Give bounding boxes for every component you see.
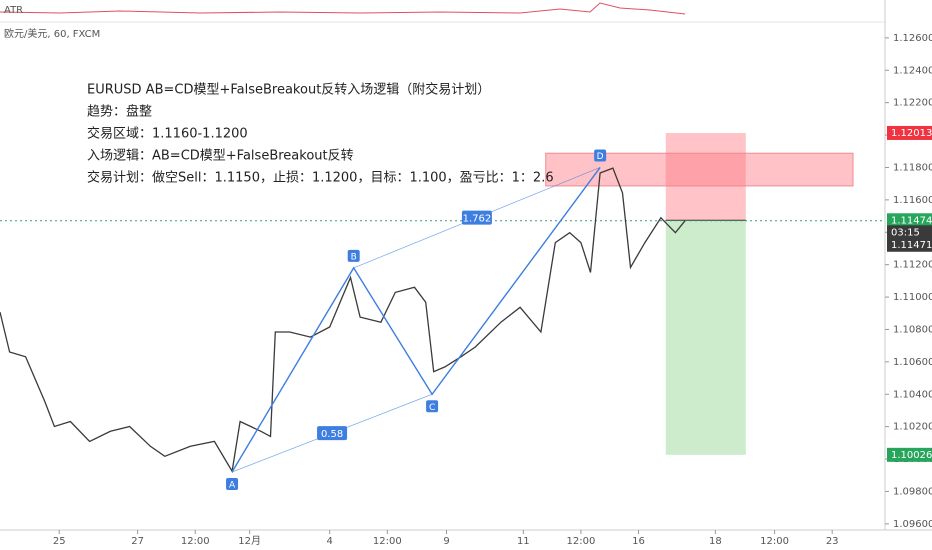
annotation: 入场逻辑：AB=CD模型+FalseBreakout反转 bbox=[87, 149, 354, 164]
y-tick-label: 1.10600 bbox=[893, 357, 932, 368]
y-tick-label: 1.12600 bbox=[893, 33, 932, 44]
y-tick-label: 1.12400 bbox=[893, 65, 932, 76]
x-tick-label: 12:00 bbox=[181, 536, 210, 547]
stop-price: 1.12013 bbox=[891, 128, 932, 139]
y-tick-label: 1.10800 bbox=[893, 324, 932, 335]
point-badge bbox=[426, 400, 439, 413]
x-tick-label: 12:00 bbox=[760, 536, 789, 547]
y-tick-label: 1.10400 bbox=[893, 389, 932, 400]
x-tick-label: 27 bbox=[131, 536, 144, 547]
x-tick-label: 9 bbox=[443, 536, 449, 547]
x-tick-label: 25 bbox=[53, 536, 66, 547]
ratio-badge bbox=[461, 210, 492, 225]
last-price: 1.11471 bbox=[891, 240, 932, 251]
ratio-label: 1.762 bbox=[463, 214, 492, 225]
x-tick-label: 16 bbox=[632, 536, 645, 547]
entry-price: 1.11474 bbox=[891, 215, 932, 226]
stop-price-bg bbox=[887, 125, 932, 140]
y-tick-label: 1.11000 bbox=[893, 292, 932, 303]
annotation: 交易计划：做空Sell：1.1150，止损：1.1200，目标：1.100，盈亏… bbox=[87, 170, 554, 186]
y-tick-label: 1.10200 bbox=[893, 422, 932, 433]
point-badge bbox=[347, 249, 360, 262]
y-tick-label: 1.11200 bbox=[893, 260, 932, 271]
indicator-title: ATR bbox=[4, 5, 23, 16]
annotation: 交易区域：1.1160-1.1200 bbox=[87, 126, 248, 142]
x-tick-label: 11 bbox=[517, 536, 530, 547]
x-tick-label: 12:00 bbox=[373, 536, 402, 547]
target-price-bg bbox=[887, 447, 932, 462]
y-tick-label: 1.09800 bbox=[893, 486, 932, 497]
x-tick-label: 4 bbox=[326, 536, 332, 547]
x-tick-label: 12月 bbox=[238, 535, 261, 547]
x-tick-label: 12:00 bbox=[567, 536, 596, 547]
point-label: D bbox=[597, 152, 604, 162]
annotation: 趋势：盘整 bbox=[87, 104, 152, 120]
abcd-pattern bbox=[231, 167, 601, 473]
y-tick-label: 1.11600 bbox=[893, 195, 932, 206]
ratio-badge bbox=[317, 426, 348, 441]
point-badge bbox=[594, 149, 607, 162]
annotation: EURUSD AB=CD模型+FalseBreakout反转入场逻辑（附交易计划… bbox=[87, 82, 490, 98]
point-label: B bbox=[351, 252, 357, 262]
symbol-title: 欧元/美元, 60, FXCM bbox=[4, 27, 100, 40]
x-tick-label: 23 bbox=[826, 536, 839, 547]
entry-price-bg bbox=[887, 213, 932, 228]
countdown: 03:15 bbox=[891, 227, 920, 238]
countdown-bg bbox=[887, 225, 932, 240]
target-box bbox=[665, 220, 746, 455]
ratio-label: 0.58 bbox=[321, 429, 343, 440]
last-price-bg bbox=[887, 237, 932, 252]
stop-box bbox=[665, 132, 746, 221]
y-tick-label: 1.11800 bbox=[893, 162, 932, 173]
y-tick-label: 1.09600 bbox=[893, 519, 932, 530]
trade-zone bbox=[545, 152, 854, 187]
point-badge bbox=[226, 478, 239, 491]
y-tick-label: 1.12200 bbox=[893, 98, 932, 109]
price-line bbox=[0, 167, 686, 474]
point-label: C bbox=[429, 403, 435, 413]
atr-line bbox=[0, 2, 686, 15]
point-label: A bbox=[229, 481, 236, 491]
target-price: 1.10026 bbox=[891, 450, 932, 461]
x-tick-label: 18 bbox=[709, 536, 722, 547]
